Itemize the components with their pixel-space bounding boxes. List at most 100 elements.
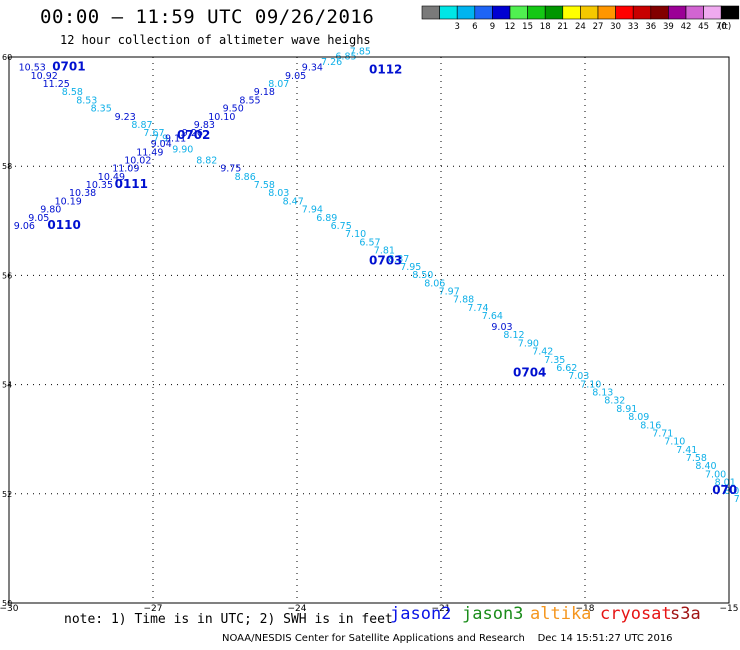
legend-swatch [509, 5, 528, 20]
color-scale-legend: 3 6 9 12 15 18 21 24 27 30 33 36 39 42 45 70(ft) [421, 5, 740, 32]
lon-tick-label: −27 [144, 604, 163, 614]
legend-swatch [597, 5, 616, 20]
legend-tick-label: 24 [575, 22, 586, 32]
swh-value: 8.06 [424, 278, 445, 289]
lon-tick-label: −24 [288, 604, 307, 614]
swh-value: 7.88 [453, 295, 474, 306]
swh-value: 10.02 [124, 155, 151, 166]
lat-tick-label: 58 [2, 162, 12, 171]
legend-swatch [685, 5, 704, 20]
swh-value: 7.26 [321, 57, 342, 68]
legend-swatch [439, 5, 458, 20]
sat-label-cryosat: cryosat [600, 604, 672, 624]
swh-value: 8.37 [388, 254, 409, 265]
legend-swatch [615, 5, 634, 20]
swh-value: 8.35 [91, 104, 112, 115]
swh-value: 8.82 [196, 155, 217, 166]
swh-value: 8.12 [503, 330, 524, 341]
legend-tick-label: 6 [472, 22, 477, 32]
legend-tick-label: 42 [681, 22, 692, 32]
track-time-label: 070 [712, 483, 737, 497]
swh-value: 7.10 [345, 229, 366, 240]
swh-value: 6.57 [359, 237, 380, 248]
swh-value: 8.50 [412, 270, 433, 281]
track-time-label: 0110 [47, 218, 80, 232]
footer-credit: NOAA/NESDIS Center for Satellite Applica… [222, 633, 673, 644]
legend-tick-label: 9 [490, 22, 495, 32]
legend-swatch [562, 5, 581, 20]
swh-value: 8.01 [715, 478, 736, 489]
swh-value: 7.9 [153, 134, 168, 145]
legend-tick-label: 12 [505, 22, 516, 32]
legend-tick-label: 39 [663, 22, 674, 32]
jason2-pass-b: 9.069.059.8010.1910.3810.3510.4911.0910.… [14, 46, 403, 232]
legend-swatch [456, 5, 476, 20]
swh-value: 8.58 [62, 87, 83, 98]
note-text: note: 1) Time is in UTC; 2) SWH is in fe… [64, 612, 393, 627]
swh-value: 10.92 [31, 71, 58, 82]
swh-value: 10.49 [98, 172, 125, 183]
swh-value: 10.38 [69, 188, 96, 199]
legend-swatch [544, 5, 564, 20]
swh-value: 8.86 [235, 172, 256, 183]
sat-label-altika: altika [530, 604, 592, 624]
lat-tick-label: 60 [2, 53, 12, 62]
swh-value: 7.58 [254, 180, 275, 191]
legend-unit-label: (ft) [718, 22, 731, 32]
jason2-pass-a: 10.5310.9211.258.588.538.359.238.877.677… [19, 60, 740, 505]
swh-value: 8.07 [268, 79, 289, 90]
legend-tick-label: 21 [557, 22, 568, 32]
legend-tick-label: 18 [540, 22, 551, 32]
swh-value: 11.49 [136, 147, 163, 158]
swh-value: 8.09 [628, 412, 649, 423]
sat-label-s3a: s3a [670, 604, 701, 624]
swh-value: 8.55 [239, 95, 260, 106]
swh-value: 8.40 [695, 461, 716, 472]
swh-value: 7.94 [302, 205, 323, 216]
swh-value: 7.81 [374, 246, 395, 257]
swh-value: 9.04 [151, 139, 172, 150]
swh-value: 9.06 [14, 221, 35, 232]
legend-swatch [421, 5, 440, 20]
swh-value: 10.10 [208, 112, 235, 123]
lon-tick-label: −21 [432, 604, 451, 614]
legend-tick-label: 27 [593, 22, 604, 32]
sat-label-jason2: jason2 [390, 604, 452, 624]
track-time-label: 0703 [369, 253, 402, 267]
swh-value: 9.34 [302, 63, 323, 74]
legend-tick-label: 30 [610, 22, 621, 32]
page-subtitle: 12 hour collection of altimeter wave hei… [60, 33, 371, 47]
swh-value: 7.41 [676, 445, 697, 456]
track-time-label: 0704 [513, 365, 546, 379]
swh-value: 8.03 [268, 188, 289, 199]
swh-value: 8.91 [616, 404, 637, 415]
swh-value: 7.85 [350, 46, 371, 57]
swh-value: 9.03 [491, 322, 512, 333]
track-time-label: 0112 [369, 62, 402, 76]
legend-tick-label: 45 [698, 22, 709, 32]
swh-value: 11.25 [43, 79, 70, 90]
swh-value: 7.58 [686, 453, 707, 464]
legend-tick-label: 33 [628, 22, 639, 32]
lat-lon-grid [9, 57, 729, 603]
track-time-label: 0702 [177, 128, 210, 142]
swh-value: 7.74 [467, 303, 488, 314]
lon-tick-label: −15 [720, 604, 739, 614]
altimeter-tracks: 10.5310.9211.258.588.538.359.238.877.677… [14, 46, 740, 505]
swh-value: 9.26 [182, 128, 203, 139]
swh-value: 8.06 [724, 486, 740, 497]
swh-value: 7.64 [482, 311, 503, 322]
swh-value: 8.13 [592, 388, 613, 399]
swh-value: 10.35 [86, 180, 113, 191]
track-time-label: 0111 [115, 177, 148, 191]
lat-tick-label: 56 [2, 271, 12, 280]
swh-value: 7.67 [143, 128, 164, 139]
plot-frame [8, 56, 730, 604]
legend-swatch [650, 5, 669, 20]
lat-tick-label: 54 [2, 381, 12, 390]
swh-value: 9.23 [115, 112, 136, 123]
axis-tick-labels: −30 −27 −24 −21 −18 −15 60 58 56 54 52 50 [0, 53, 739, 614]
swh-value: 9.11 [165, 134, 186, 145]
swh-value: 7.66 [734, 494, 740, 505]
